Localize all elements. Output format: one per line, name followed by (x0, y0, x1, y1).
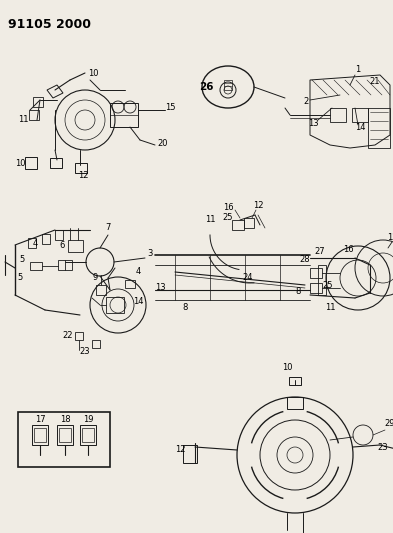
Text: 7: 7 (105, 223, 111, 232)
Text: 2: 2 (303, 98, 309, 107)
Bar (310, 283, 322, 293)
Text: 91105 2000: 91105 2000 (8, 18, 91, 31)
Text: 18: 18 (60, 416, 70, 424)
Text: 5: 5 (17, 273, 23, 282)
Text: 8: 8 (182, 303, 188, 312)
Text: 20: 20 (158, 139, 168, 148)
Text: 15: 15 (165, 102, 175, 111)
Bar (125, 280, 135, 288)
Text: 10: 10 (88, 69, 98, 77)
Bar (110, 103, 138, 127)
Bar (29, 110, 39, 120)
Text: 12: 12 (253, 200, 263, 209)
Text: 22: 22 (63, 330, 73, 340)
Bar (68, 240, 83, 252)
Bar (224, 80, 232, 90)
Text: 26: 26 (199, 82, 213, 92)
Bar (75, 332, 83, 340)
Bar (57, 425, 73, 445)
Text: 13: 13 (308, 118, 318, 127)
Text: 12: 12 (78, 171, 88, 180)
Bar (25, 157, 37, 169)
Text: 9: 9 (92, 273, 97, 282)
Text: 16: 16 (343, 246, 353, 254)
Bar (287, 397, 303, 409)
Bar (55, 230, 63, 240)
Text: 17: 17 (35, 416, 45, 424)
Bar (82, 428, 94, 442)
Bar (106, 297, 124, 313)
Text: 24: 24 (243, 273, 253, 282)
Text: 14: 14 (133, 297, 143, 306)
Text: 21: 21 (370, 77, 380, 86)
Bar (310, 268, 322, 278)
Text: 4: 4 (135, 268, 141, 277)
Bar (96, 285, 106, 295)
Text: 23: 23 (80, 348, 90, 357)
Text: 27: 27 (315, 247, 325, 256)
Bar (34, 428, 46, 442)
Text: 28: 28 (300, 255, 310, 264)
Text: 1: 1 (355, 66, 361, 75)
Bar (352, 108, 368, 122)
Text: 12: 12 (175, 446, 185, 455)
Bar (92, 340, 100, 348)
Text: 25: 25 (223, 214, 233, 222)
Bar (244, 218, 254, 228)
Text: 12: 12 (387, 233, 393, 243)
Text: 29: 29 (385, 418, 393, 427)
Bar (32, 425, 48, 445)
Text: 10: 10 (15, 158, 25, 167)
Bar (183, 445, 197, 463)
Bar (18, 412, 110, 467)
Bar (30, 262, 42, 270)
Text: 11: 11 (325, 303, 335, 312)
Text: 13: 13 (155, 284, 165, 293)
Bar (28, 238, 36, 248)
Text: 10: 10 (282, 362, 292, 372)
Bar (50, 158, 62, 168)
Bar (42, 234, 50, 244)
Text: 25: 25 (323, 280, 333, 289)
Text: 19: 19 (83, 416, 93, 424)
Bar (59, 428, 71, 442)
Text: 5: 5 (19, 255, 25, 264)
Text: 11: 11 (18, 116, 28, 125)
Bar (289, 377, 301, 385)
Bar (330, 108, 346, 122)
Text: 6: 6 (59, 240, 65, 249)
Bar (75, 163, 87, 173)
Bar (80, 425, 96, 445)
Text: 3: 3 (147, 248, 153, 257)
Bar (232, 220, 244, 230)
Text: 14: 14 (355, 124, 365, 133)
Bar (33, 97, 43, 107)
Text: 16: 16 (223, 204, 233, 213)
Text: 8: 8 (295, 287, 301, 296)
Bar (58, 260, 72, 270)
Text: 11: 11 (205, 215, 215, 224)
Text: 4: 4 (32, 238, 38, 247)
Bar (318, 265, 326, 295)
Text: 23: 23 (378, 442, 388, 451)
